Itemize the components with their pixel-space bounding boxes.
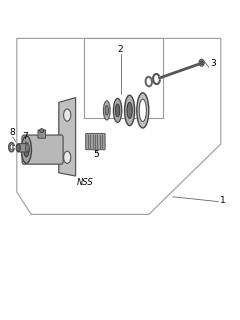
Ellipse shape — [113, 99, 122, 123]
Text: NSS: NSS — [77, 178, 94, 187]
Ellipse shape — [40, 129, 44, 132]
Ellipse shape — [16, 144, 20, 152]
FancyBboxPatch shape — [38, 130, 46, 138]
Ellipse shape — [137, 93, 149, 128]
Ellipse shape — [21, 136, 31, 163]
Text: 8: 8 — [10, 128, 15, 137]
FancyBboxPatch shape — [86, 133, 105, 150]
Ellipse shape — [64, 151, 71, 164]
Ellipse shape — [105, 106, 108, 115]
Ellipse shape — [64, 109, 71, 121]
FancyBboxPatch shape — [18, 144, 28, 152]
Ellipse shape — [125, 95, 135, 126]
Ellipse shape — [200, 61, 203, 65]
Polygon shape — [59, 98, 76, 176]
Ellipse shape — [139, 99, 146, 122]
FancyBboxPatch shape — [22, 135, 63, 164]
Ellipse shape — [199, 59, 204, 66]
Text: 3: 3 — [210, 59, 216, 68]
Text: 5: 5 — [93, 150, 99, 159]
Ellipse shape — [103, 101, 110, 120]
Text: 7: 7 — [22, 132, 28, 141]
Ellipse shape — [25, 144, 29, 152]
Text: 2: 2 — [118, 45, 123, 54]
Ellipse shape — [24, 142, 29, 157]
Text: 1: 1 — [220, 196, 226, 205]
Ellipse shape — [115, 104, 120, 117]
Ellipse shape — [127, 102, 132, 118]
